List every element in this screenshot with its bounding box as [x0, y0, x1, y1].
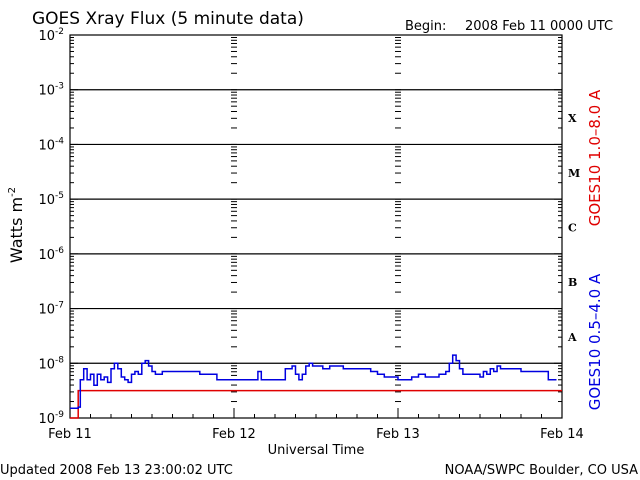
flare-class-b: B	[568, 276, 577, 289]
y-axis-ticks: 10-2 10-3 10-4 10-5 10-6 10-7 10-8 10-9	[38, 27, 562, 427]
ytick-label: 10-6	[38, 246, 64, 263]
begin-label: Begin:	[405, 19, 446, 34]
ytick-label: 10-3	[38, 82, 64, 99]
credit-text: NOAA/SWPC Boulder, CO USA	[445, 463, 638, 478]
ytick-label: 10-4	[38, 136, 64, 153]
xtick-label: Feb 14	[540, 427, 584, 442]
ytick-label: 10-5	[38, 191, 64, 208]
series-line-1	[70, 354, 557, 409]
x-axis-ticks: Feb 11 Feb 12 Feb 13 Feb 14	[48, 408, 584, 442]
updated-timestamp: Updated 2008 Feb 13 23:00:02 UTC	[0, 463, 233, 478]
flare-class-a: A	[567, 331, 577, 344]
xtick-label: Feb 12	[212, 427, 256, 442]
chart-title: GOES Xray Flux (5 minute data)	[32, 9, 304, 29]
x-axis-label: Universal Time	[268, 443, 365, 458]
flare-class-x: X	[568, 112, 577, 125]
flare-class-c: C	[568, 222, 577, 235]
plot-frame	[69, 34, 563, 419]
y-axis-label: Watts m-2	[7, 187, 26, 263]
ytick-label: 10-7	[38, 301, 64, 318]
flare-class-labels: X M C B A	[567, 112, 580, 344]
flare-class-m: M	[568, 167, 580, 180]
day-dividers	[231, 37, 401, 419]
legend-short-channel: GOES10 0.5–4.0 A	[586, 273, 604, 410]
legend-long-channel: GOES10 1.0–8.0 A	[586, 89, 604, 226]
xtick-label: Feb 11	[48, 427, 92, 442]
svg-text:Watts m-2: Watts m-2	[7, 187, 26, 263]
grid-lines	[70, 89, 562, 364]
xtick-label: Feb 13	[376, 427, 420, 442]
begin-value: 2008 Feb 11 0000 UTC	[465, 19, 613, 34]
data-series	[70, 354, 562, 419]
series-line-0	[70, 389, 562, 419]
ytick-label: 10-8	[38, 355, 64, 372]
ytick-label: 10-9	[38, 410, 64, 427]
ytick-label: 10-2	[38, 27, 64, 44]
